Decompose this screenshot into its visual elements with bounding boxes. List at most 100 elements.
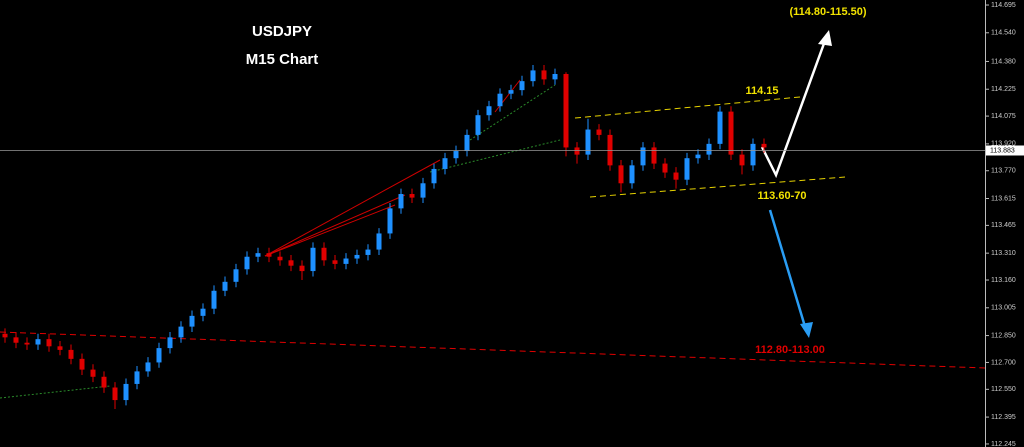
candle-body (508, 90, 514, 94)
trend-line (469, 84, 556, 141)
candle-body (376, 233, 382, 250)
down-arrow (768, 209, 808, 331)
candle-body (684, 158, 690, 180)
candle-body (35, 339, 41, 345)
candle-body (233, 269, 239, 282)
y-tick-label: 114.695 (991, 2, 1016, 9)
candle-body (629, 165, 635, 184)
candle-body (200, 308, 206, 316)
candle-body (354, 254, 360, 259)
candle-body (541, 70, 547, 80)
channel-lower (589, 176, 846, 198)
candle-body (596, 129, 602, 135)
candle-body (409, 194, 415, 198)
candle-body (475, 115, 481, 135)
candle-body (255, 253, 261, 257)
candle-body (266, 253, 272, 257)
candle-body (651, 147, 657, 164)
y-tick-label: 112.700 (991, 359, 1016, 366)
candle-body (244, 256, 250, 270)
y-tick-label: 113.005 (991, 305, 1016, 312)
candle-body (343, 258, 349, 264)
candle-body (332, 260, 338, 264)
candle-body (123, 383, 129, 401)
candle-body (486, 106, 492, 116)
candle-body (585, 129, 591, 155)
y-tick-label: 114.540 (991, 30, 1016, 37)
candle-body (530, 70, 536, 82)
candle-body (442, 158, 448, 169)
candle-body (387, 208, 393, 234)
channel-upper (574, 96, 801, 119)
candle-body (79, 358, 85, 370)
y-tick-label: 112.850 (991, 332, 1016, 339)
arrow-head (818, 30, 832, 46)
candle-body (552, 73, 558, 80)
candle-body (46, 339, 52, 347)
candle-body (563, 73, 569, 148)
candle-body (607, 134, 613, 166)
y-tick-label: 112.395 (991, 414, 1016, 421)
candle-body (145, 362, 151, 372)
support-line (0, 331, 986, 369)
y-tick-label: 114.225 (991, 86, 1016, 93)
candle-body (2, 333, 8, 338)
candle-body (321, 247, 327, 261)
y-tick-label: 112.550 (991, 386, 1016, 393)
y-tick-label: 113.615 (991, 195, 1016, 202)
y-tick-label: 113.920 (991, 141, 1016, 148)
trend-line (429, 139, 561, 173)
candle-body (431, 168, 437, 184)
candle-body (24, 342, 30, 345)
candle-body (519, 81, 525, 91)
candle-body (739, 154, 745, 166)
candle-body (750, 143, 756, 166)
fan-lines (264, 79, 521, 257)
candle-body (706, 143, 712, 155)
candle-body (695, 154, 701, 159)
candle-body (222, 281, 228, 291)
candle-body (640, 147, 646, 166)
annotation: 112.80-113.00 (755, 344, 825, 356)
candle-body (13, 337, 19, 343)
annotation: 114.15 (745, 85, 778, 97)
up-arrow (760, 37, 828, 179)
y-tick-label: 114.075 (991, 113, 1016, 120)
candle-body (90, 369, 96, 377)
annotation: 113.60-70 (758, 190, 807, 202)
candle-body (101, 376, 107, 388)
candle-body (761, 143, 767, 148)
candle-body (497, 93, 503, 107)
candle-body (453, 151, 459, 159)
candle-body (178, 326, 184, 338)
candle-body (464, 134, 470, 152)
candle-body (211, 290, 217, 309)
candle-body (673, 172, 679, 180)
arrow-head (800, 322, 813, 338)
candle-body (68, 349, 74, 359)
candle-body (167, 337, 173, 349)
candle-body (365, 249, 371, 255)
candle-body (420, 183, 426, 198)
y-tick-label: 114.380 (991, 58, 1016, 65)
candle-body (310, 247, 316, 272)
chart-title: USDJPY (252, 23, 312, 40)
y-tick-label: 113.465 (991, 222, 1016, 229)
candle-body (57, 346, 63, 350)
trend-line (0, 385, 111, 399)
candle-body (189, 315, 195, 327)
candle-body (574, 147, 580, 155)
chart-subtitle: M15 Chart (246, 51, 319, 68)
y-tick-label: 113.310 (991, 250, 1016, 257)
y-tick-label: 113.770 (991, 168, 1016, 175)
candle-body (299, 265, 305, 272)
candle-body (277, 256, 283, 261)
candle-body (156, 348, 162, 363)
candle-body (112, 387, 118, 401)
candle-body (618, 165, 624, 184)
candle-body (288, 260, 294, 266)
candle-body (717, 111, 723, 144)
y-tick-label: 112.245 (991, 441, 1016, 447)
